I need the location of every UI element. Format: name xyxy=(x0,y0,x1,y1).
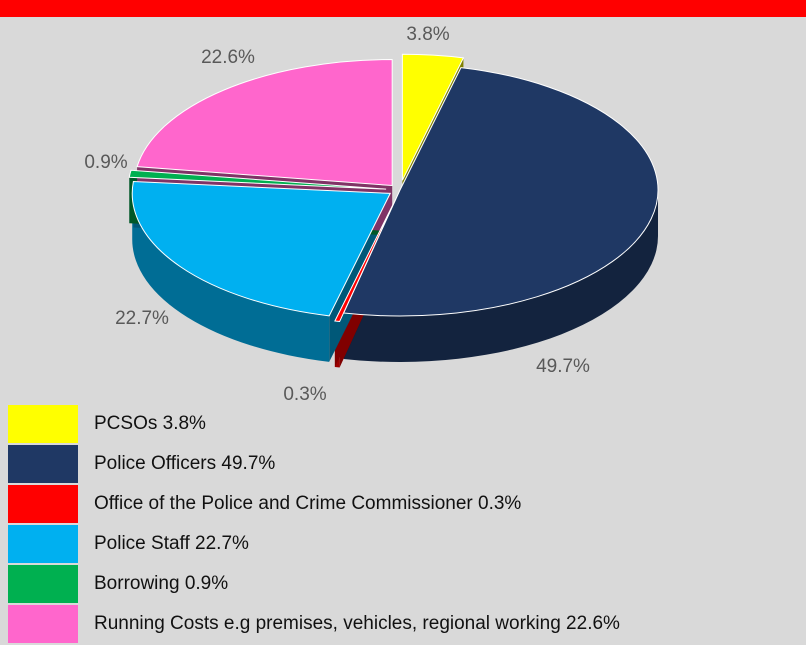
data-label-police-staff: 22.7% xyxy=(115,308,169,329)
pie-chart: 3.8% 49.7% 0.3% 22.7% 0.9% 22.6% xyxy=(84,24,659,400)
legend-label-police-staff: Police Staff 22.7% xyxy=(94,533,249,554)
data-label-running-costs-e-g-premises-vehicles-regional-working: 22.6% xyxy=(201,47,255,68)
legend-label-police-officers: Police Officers 49.7% xyxy=(94,453,276,474)
legend-swatch-police-staff xyxy=(8,525,78,563)
legend-item-opcc: Office of the Police and Crime Commissio… xyxy=(0,485,806,525)
legend-swatch-borrowing xyxy=(8,565,78,603)
data-label-police-officers: 49.7% xyxy=(536,356,590,377)
legend-swatch-running-costs xyxy=(8,605,78,643)
legend-item-police-staff: Police Staff 22.7% xyxy=(0,525,806,565)
data-label-pcsos: 3.8% xyxy=(406,24,449,45)
slice-side-police-officers xyxy=(343,190,658,362)
slice-borrowing xyxy=(128,169,387,190)
legend-item-pcsos: PCSOs 3.8% xyxy=(0,405,806,445)
legend-label-running-costs: Running Costs e.g premises, vehicles, re… xyxy=(94,613,620,634)
slice-police-staff xyxy=(131,181,392,317)
slice-running-costs-e-g-premises-vehicles-regional-working xyxy=(136,59,393,187)
slice-police-officers xyxy=(342,67,659,317)
data-label-office-of-the-police-and-crime-commissioner: 0.3% xyxy=(283,384,326,400)
title-bar xyxy=(0,0,806,17)
legend: PCSOs 3.8% Police Officers 49.7% Office … xyxy=(0,405,806,645)
legend-label-pcsos: PCSOs 3.8% xyxy=(94,413,206,434)
legend-swatch-opcc xyxy=(8,485,78,523)
legend-item-police-officers: Police Officers 49.7% xyxy=(0,445,806,485)
slice-side-police-staff xyxy=(132,193,330,362)
legend-label-opcc: Office of the Police and Crime Commissio… xyxy=(94,493,522,514)
legend-swatch-police-officers xyxy=(8,445,78,483)
legend-label-borrowing: Borrowing 0.9% xyxy=(94,573,229,594)
legend-item-running-costs: Running Costs e.g premises, vehicles, re… xyxy=(0,605,806,645)
slice-pcsos xyxy=(401,53,465,181)
legend-swatch-pcsos xyxy=(8,405,78,443)
legend-item-borrowing: Borrowing 0.9% xyxy=(0,565,806,605)
data-label-borrowing: 0.9% xyxy=(84,152,127,173)
slice-office-of-the-police-and-crime-commissioner xyxy=(334,198,397,323)
